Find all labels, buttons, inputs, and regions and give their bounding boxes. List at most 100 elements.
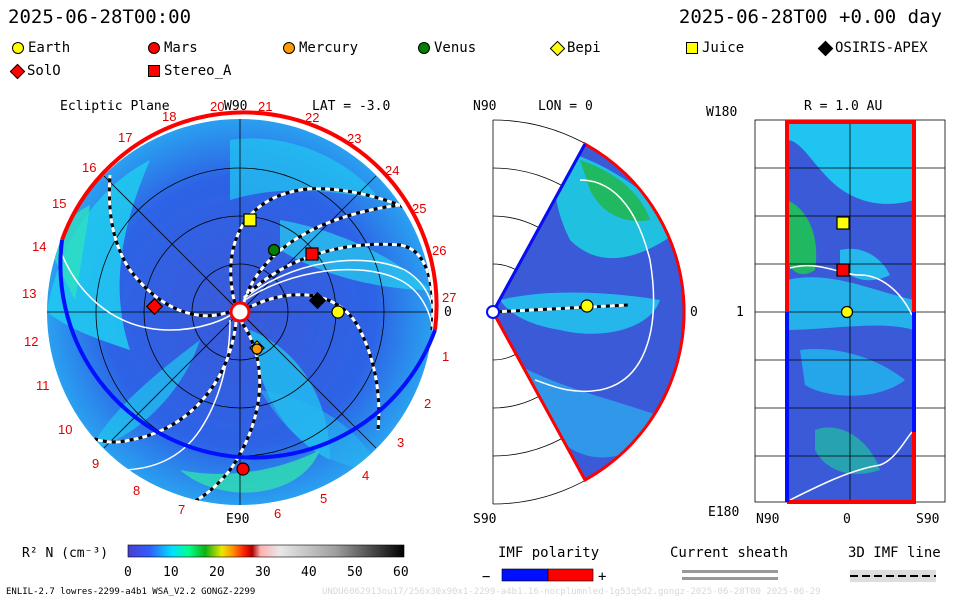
radial-x-label: S90	[916, 512, 939, 527]
meridional-bottom-label: S90	[473, 512, 496, 527]
ecliptic-sector-labels: 20 21 22 23 24 25 26 27 1 2 3 4 5 6 7 8 …	[22, 99, 456, 521]
ecliptic-right-label: 0	[444, 305, 452, 320]
sector-label: 7	[178, 502, 185, 517]
colorbar-tick: 60	[393, 565, 409, 580]
sector-label: 27	[442, 290, 456, 305]
sun-icon	[229, 301, 251, 323]
colorbar-ticks: 0 10 20 30 40 50 60	[124, 565, 409, 580]
radial-bodies	[836, 216, 854, 319]
legend-item-stereo-a: Stereo_A	[148, 63, 231, 79]
sector-label: 25	[412, 201, 426, 216]
sector-label: 18	[162, 109, 176, 124]
model-info: ENLIL-2.7 lowres-2299-a4b1 WSA_V2.2 GONG…	[6, 587, 256, 597]
current-sheath-title: Current sheath	[670, 545, 788, 561]
sector-label: 13	[22, 286, 36, 301]
run-watermark: UNDU6062913ou17/256x30x90x1-2299-a4b1.16…	[322, 587, 821, 597]
juice-marker-icon	[686, 42, 698, 54]
imf-legend: IMF polarity − + Current sheath 3D IMF l…	[482, 545, 941, 585]
colorbar-tick: 30	[255, 565, 271, 580]
colorbar-label: R² N (cm⁻³)	[22, 546, 108, 561]
timestamp-right: 2025-06-28T00 +0.00 day	[678, 6, 942, 28]
sector-label: 16	[82, 160, 96, 175]
imf-polarity-title: IMF polarity	[498, 545, 599, 561]
sector-label: 10	[58, 422, 72, 437]
imf-plus-label: +	[598, 569, 606, 585]
radial-top-label: W180	[706, 105, 737, 120]
mercury-marker	[251, 343, 263, 355]
colorbar-tick: 0	[124, 565, 132, 580]
stereo-a-marker-icon	[148, 65, 160, 77]
sector-label: 3	[397, 435, 404, 450]
sector-label: 2	[424, 396, 431, 411]
imf-line-title: 3D IMF line	[848, 545, 941, 561]
mercury-marker-icon	[283, 42, 295, 54]
ecliptic-density-features	[47, 138, 430, 493]
radial-stereo-a-marker	[836, 263, 850, 277]
ecliptic-bodies	[145, 213, 345, 476]
sector-label: 26	[432, 243, 446, 258]
meridional-right-label: 0	[690, 305, 698, 320]
radial-panel: R = 1.0 AU W180 E180 1 N90 0 S90	[706, 99, 946, 527]
mars-marker	[236, 462, 250, 476]
sector-label: 9	[92, 456, 99, 471]
meridional-earth-marker	[580, 299, 594, 313]
ecliptic-lat-label: LAT = -3.0	[312, 99, 390, 114]
colorbar-gradient	[127, 544, 405, 558]
colorbar-tick: 50	[347, 565, 363, 580]
legend-item-solo: SolO	[9, 63, 61, 79]
current-sheath-line	[682, 570, 778, 573]
venus-marker-icon	[418, 42, 430, 54]
legend-item-bepi: Bepi	[549, 40, 601, 56]
radial-mid-label: 1	[736, 305, 744, 320]
sector-label: 20	[210, 99, 224, 114]
earth-marker	[331, 305, 345, 319]
stereo-a-marker	[305, 247, 319, 261]
venus-marker	[267, 243, 281, 257]
density-colorbar: 0 10 20 30 40 50 60 R² N (cm⁻³)	[22, 544, 409, 580]
radial-title: R = 1.0 AU	[804, 99, 882, 114]
radial-earth-marker	[840, 305, 854, 319]
solo-marker	[145, 297, 164, 316]
ecliptic-polarity-positive	[60, 110, 439, 331]
meridional-polarity-rim	[491, 141, 686, 483]
sector-label: 4	[362, 468, 369, 483]
colorbar-tick: 20	[209, 565, 225, 580]
sector-label: 1	[442, 349, 449, 364]
legend-item-osiris-apex: OSIRIS-APEX	[817, 40, 928, 56]
sector-label: 21	[258, 99, 272, 114]
radial-current-sheath	[789, 264, 913, 501]
sector-label: 23	[347, 131, 361, 146]
mars-marker-icon	[148, 42, 160, 54]
ecliptic-imf-lines	[84, 174, 433, 505]
radial-juice-marker	[836, 216, 850, 230]
meridional-lon-label: LON = 0	[538, 99, 593, 114]
ecliptic-top-label: W90	[224, 99, 247, 114]
meridional-panel: N90 LON = 0 S90 0	[473, 99, 698, 527]
legend-item-mars: Mars	[148, 40, 198, 56]
radial-bottom-label: E180	[708, 505, 739, 520]
legend-item-venus: Venus	[418, 40, 476, 56]
sector-label: 24	[385, 163, 399, 178]
ecliptic-title: Ecliptic Plane	[60, 99, 170, 114]
sector-label: 17	[118, 130, 132, 145]
sector-label: 6	[274, 506, 281, 521]
earth-marker-icon	[12, 42, 24, 54]
sector-label: 11	[36, 378, 50, 393]
radial-x-label: 0	[843, 512, 851, 527]
sector-label: 5	[320, 491, 327, 506]
meridional-current-sheath	[534, 179, 655, 393]
radial-x-label: N90	[756, 512, 779, 527]
legend-item-earth: Earth	[12, 40, 70, 56]
meridional-polarity-negative	[491, 143, 587, 313]
sector-label: 8	[133, 483, 140, 498]
juice-marker	[243, 213, 257, 227]
ecliptic-polarity-negative	[58, 239, 437, 460]
colorbar-tick: 10	[163, 565, 179, 580]
imf-polarity-positive	[547, 568, 594, 582]
timestamp-left: 2025-06-28T00:00	[8, 6, 192, 28]
sector-label: 22	[305, 110, 319, 125]
osiris-apex-marker	[308, 291, 327, 310]
legend-item-mercury: Mercury	[283, 40, 358, 56]
radial-labels: R = 1.0 AU W180 E180 1 N90 0 S90	[706, 99, 939, 527]
